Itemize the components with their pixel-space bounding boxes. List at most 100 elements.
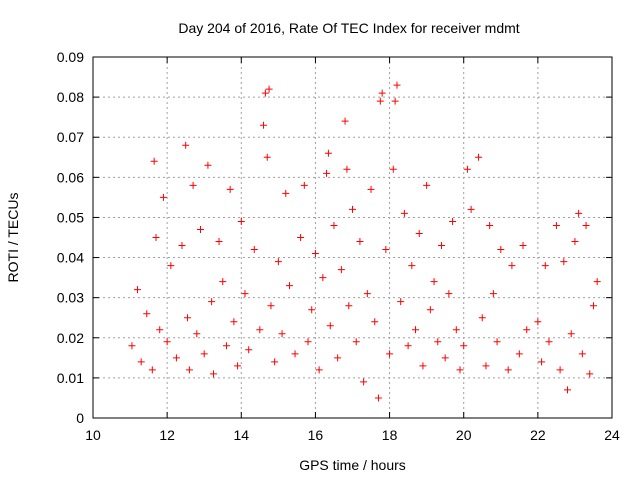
- data-point: [397, 298, 405, 306]
- x-tick-label: 14: [233, 427, 249, 443]
- data-point: [571, 238, 579, 246]
- data-point: [297, 234, 305, 241]
- x-tick-label: 16: [308, 427, 324, 443]
- x-tick-label: 12: [159, 427, 175, 443]
- data-points: [128, 81, 601, 402]
- data-point: [582, 221, 590, 229]
- data-point: [497, 246, 505, 254]
- data-point: [482, 362, 490, 370]
- data-point: [345, 302, 353, 310]
- data-point: [237, 217, 245, 225]
- data-point: [193, 330, 201, 338]
- data-point: [545, 338, 553, 346]
- data-point: [137, 358, 145, 366]
- data-point: [234, 362, 242, 370]
- data-point: [261, 89, 269, 97]
- data-point: [324, 149, 332, 157]
- data-point: [430, 278, 438, 286]
- data-point: [260, 121, 268, 129]
- data-point: [419, 362, 427, 370]
- data-point: [382, 246, 390, 254]
- data-point: [148, 366, 156, 374]
- data-point: [415, 229, 423, 237]
- data-point: [263, 153, 271, 161]
- data-point: [189, 181, 197, 189]
- y-tick-label: 0.05: [57, 209, 84, 225]
- y-tick-label: 0.02: [57, 330, 84, 346]
- data-point: [523, 326, 531, 334]
- data-point: [250, 246, 258, 254]
- data-point: [445, 290, 453, 298]
- x-tick-label: 24: [604, 427, 620, 443]
- data-point: [278, 330, 286, 338]
- data-point: [408, 262, 416, 270]
- data-point: [441, 354, 449, 362]
- data-point: [556, 366, 564, 374]
- data-point: [367, 185, 375, 193]
- data-point: [282, 189, 290, 197]
- data-point: [230, 318, 238, 326]
- data-point: [152, 234, 160, 241]
- data-point: [534, 318, 542, 326]
- data-point: [460, 342, 468, 350]
- data-point: [423, 181, 431, 189]
- data-point: [486, 221, 494, 229]
- data-point: [197, 225, 205, 233]
- data-point: [319, 274, 327, 282]
- data-point: [172, 354, 180, 362]
- data-point: [552, 221, 560, 229]
- data-point: [378, 89, 386, 97]
- data-point: [478, 314, 486, 322]
- data-point: [426, 306, 434, 314]
- x-tick-label: 18: [382, 427, 398, 443]
- data-point: [519, 242, 527, 250]
- data-point: [274, 258, 282, 266]
- data-point: [437, 242, 445, 250]
- y-tick-label: 0: [76, 410, 84, 426]
- y-axis-label: ROTI / TECUs: [5, 193, 21, 283]
- data-point: [371, 318, 379, 326]
- data-point: [564, 386, 572, 394]
- grid-lines: [93, 57, 612, 418]
- data-point: [341, 117, 349, 125]
- y-tick-label: 0.03: [57, 290, 84, 306]
- data-point: [219, 278, 227, 286]
- data-point: [434, 338, 442, 346]
- y-tick-label: 0.07: [57, 129, 84, 145]
- data-point: [208, 298, 216, 306]
- data-point: [504, 366, 512, 374]
- data-point: [412, 326, 420, 334]
- data-point: [256, 326, 264, 334]
- data-point: [167, 262, 175, 270]
- data-point: [489, 290, 497, 298]
- data-point: [386, 350, 394, 358]
- data-point: [143, 310, 151, 318]
- data-point: [209, 370, 217, 378]
- data-point: [159, 193, 167, 201]
- data-point: [393, 81, 401, 89]
- data-point: [215, 238, 223, 246]
- data-point: [449, 217, 457, 225]
- data-point: [515, 350, 523, 358]
- y-tick-label: 0.01: [57, 370, 84, 386]
- data-point: [265, 85, 273, 93]
- data-point: [241, 290, 249, 298]
- data-point: [150, 157, 158, 165]
- data-point: [156, 326, 164, 334]
- data-point: [330, 221, 338, 229]
- data-point: [178, 242, 186, 250]
- data-point: [300, 181, 308, 189]
- data-point: [578, 350, 586, 358]
- data-point: [374, 394, 382, 402]
- data-point: [222, 342, 230, 350]
- data-point: [389, 165, 397, 173]
- data-point: [271, 358, 279, 366]
- data-point: [182, 141, 190, 149]
- data-point: [291, 350, 299, 358]
- data-point: [404, 342, 412, 350]
- data-point: [128, 342, 136, 350]
- data-point: [326, 322, 334, 330]
- data-point: [323, 169, 331, 177]
- y-tick-label: 0.06: [57, 169, 84, 185]
